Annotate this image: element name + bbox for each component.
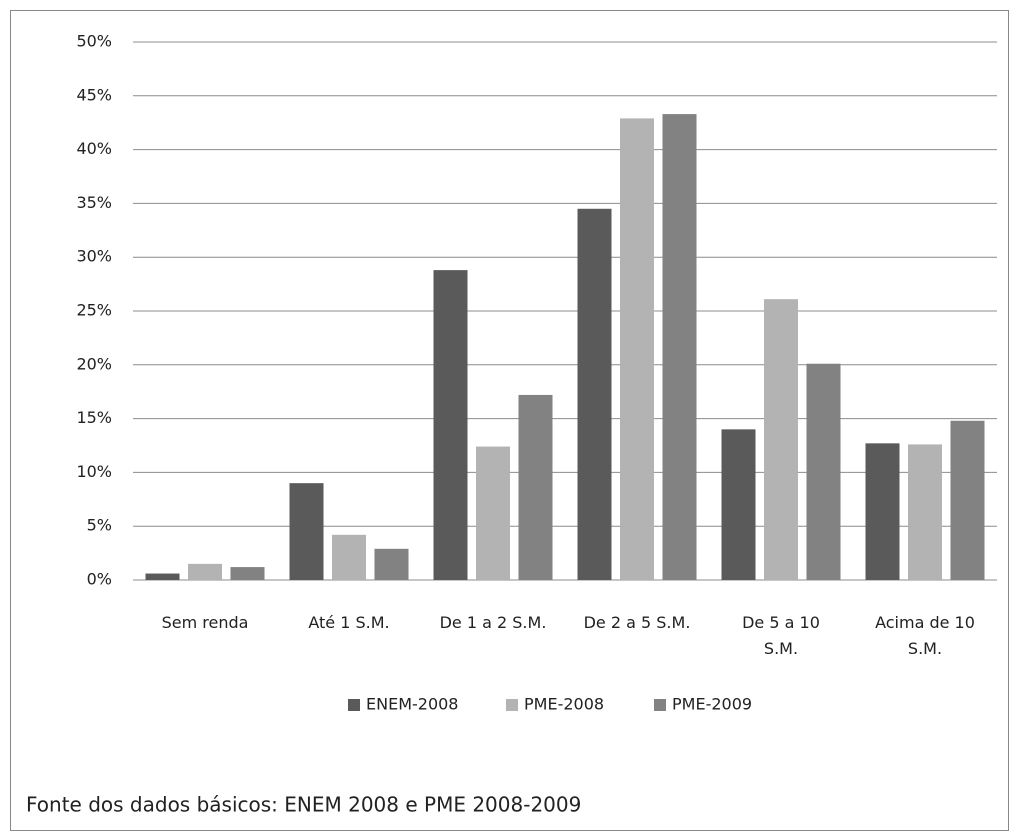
y-tick-label: 45% xyxy=(76,85,112,104)
y-tick-label: 30% xyxy=(76,247,112,266)
bar xyxy=(145,573,180,580)
y-tick-label: 20% xyxy=(76,354,112,373)
bar xyxy=(433,270,468,580)
y-tick-label: 15% xyxy=(76,408,112,427)
x-tick-label: Até 1 S.M. xyxy=(308,613,390,632)
x-tick-label: Sem renda xyxy=(161,613,249,632)
bar xyxy=(764,299,798,580)
bar xyxy=(806,363,841,580)
y-tick-label: 10% xyxy=(76,462,112,481)
bar xyxy=(518,394,553,580)
y-tick-label: 25% xyxy=(76,301,112,320)
bar xyxy=(577,208,612,580)
source-note: Fonte dos dados básicos: ENEM 2008 e PME… xyxy=(26,793,581,817)
x-tick-label: De 5 a 10 S.M. xyxy=(742,613,820,658)
x-tick-label: De 1 a 2 S.M. xyxy=(439,613,547,632)
legend-label: PME-2009 xyxy=(672,695,752,714)
y-tick-label: 40% xyxy=(76,139,112,158)
bar xyxy=(865,443,900,580)
bar xyxy=(374,548,409,580)
bar xyxy=(620,118,654,581)
y-tick-label: 35% xyxy=(76,193,112,212)
legend-swatch xyxy=(654,699,666,711)
bar xyxy=(230,567,265,580)
x-tick-label: Acima de 10 S.M. xyxy=(875,613,975,658)
bar xyxy=(188,563,222,580)
x-tick-label: De 2 a 5 S.M. xyxy=(583,613,691,632)
bar xyxy=(950,420,985,580)
y-tick-label: 50% xyxy=(76,32,112,51)
legend-swatch xyxy=(348,699,360,711)
y-tick-label: 0% xyxy=(87,570,112,589)
bar xyxy=(289,483,324,580)
bar xyxy=(662,114,697,580)
bar xyxy=(332,534,366,580)
legend-label: ENEM-2008 xyxy=(366,695,458,714)
bar xyxy=(476,446,510,580)
legend-label: PME-2008 xyxy=(524,695,604,714)
y-tick-label: 5% xyxy=(87,516,112,535)
chart-frame xyxy=(10,10,1009,831)
legend-swatch xyxy=(506,699,518,711)
bar xyxy=(908,444,942,580)
bar xyxy=(721,429,756,580)
